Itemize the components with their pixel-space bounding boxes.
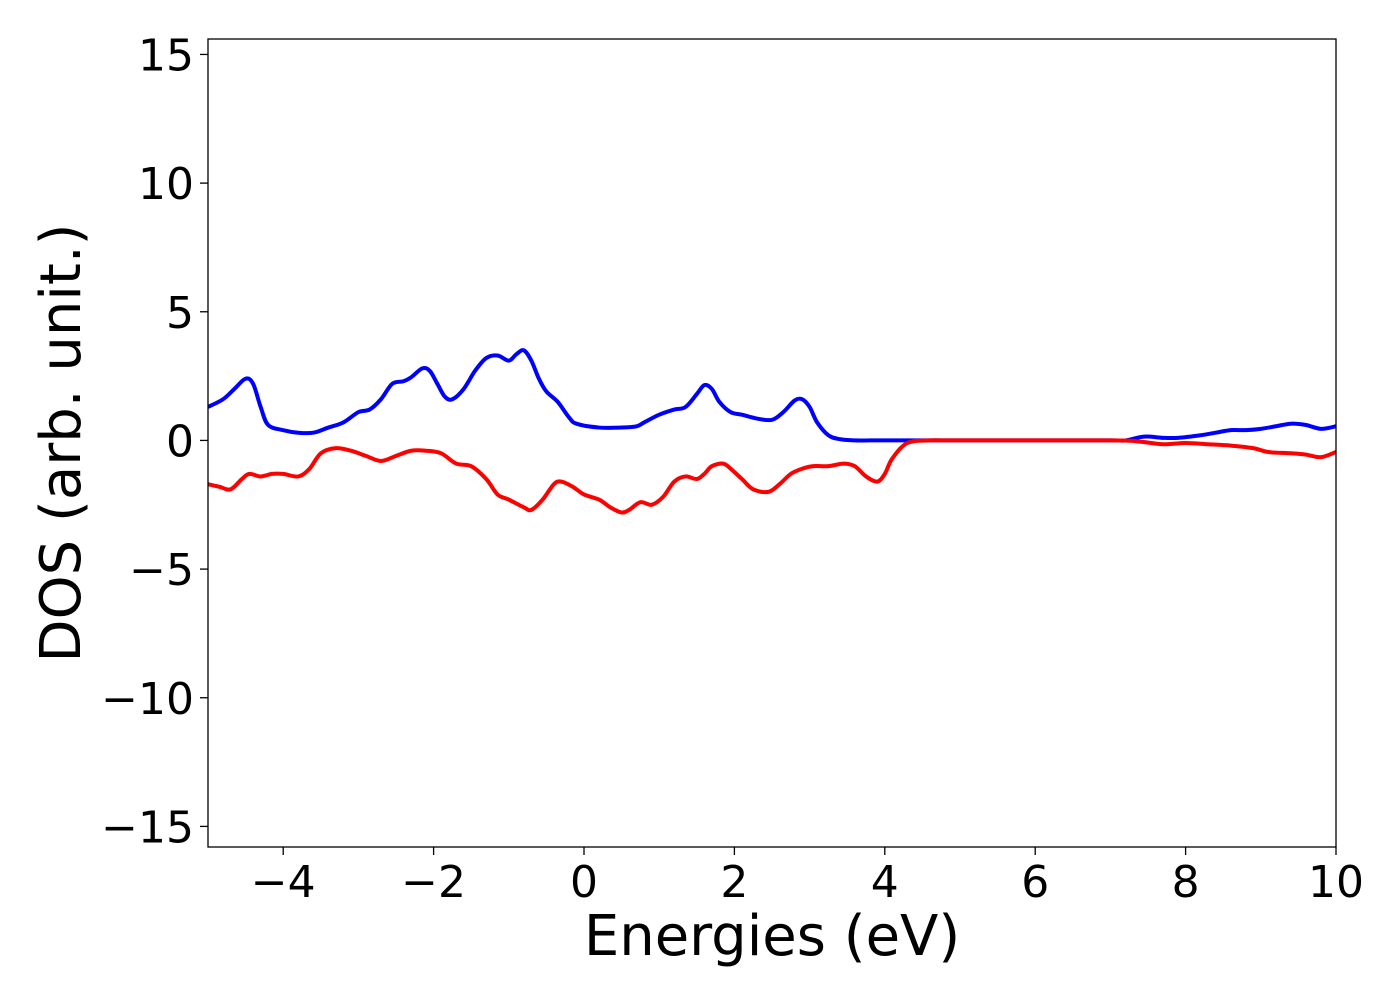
y-tick-label: 15 xyxy=(138,30,194,81)
x-tick-label: 6 xyxy=(1021,857,1049,908)
x-tick-label: 0 xyxy=(570,857,598,908)
y-tick-label: 0 xyxy=(166,416,194,467)
x-tick-label: 4 xyxy=(871,857,899,908)
plot-frame xyxy=(207,38,1337,848)
x-tick-label: −2 xyxy=(401,857,466,908)
y-tick-label: 5 xyxy=(166,288,194,339)
y-axis: 15 10 5 0 −5 −10 −15 xyxy=(101,30,208,853)
series-line-2 xyxy=(208,438,1336,515)
x-axis: −4 −2 0 2 4 6 8 10 xyxy=(251,847,1364,908)
x-tick-label: 10 xyxy=(1308,857,1364,908)
x-tick-label: 8 xyxy=(1172,857,1200,908)
y-tick-label: −10 xyxy=(101,674,194,725)
x-axis-label: Energies (eV) xyxy=(584,904,960,969)
y-axis-label: DOS (arb. unit.) xyxy=(29,223,94,662)
series-line-1 xyxy=(208,348,1336,443)
y-tick-label: 10 xyxy=(138,159,194,210)
y-tick-label: −15 xyxy=(101,802,194,853)
x-tick-label: 2 xyxy=(720,857,748,908)
series-layer xyxy=(208,348,1336,515)
x-tick-label: −4 xyxy=(251,857,316,908)
y-tick-label: −5 xyxy=(129,545,194,596)
